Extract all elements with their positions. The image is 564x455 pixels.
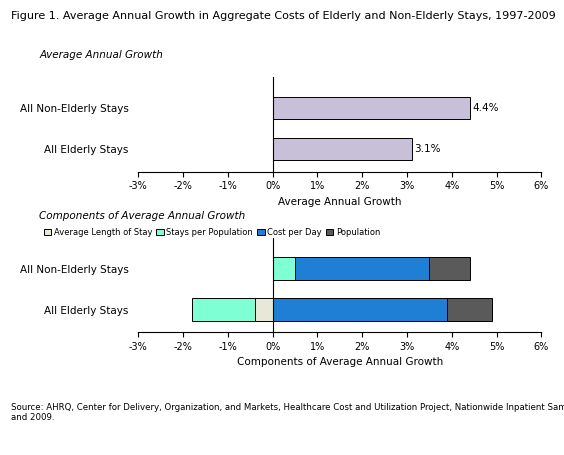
Text: Source: AHRQ, Center for Delivery, Organization, and Markets, Healthcare Cost an: Source: AHRQ, Center for Delivery, Organ…: [11, 403, 564, 422]
Bar: [255, 298, 272, 321]
Bar: [192, 298, 255, 321]
Bar: [272, 298, 447, 321]
Bar: [272, 257, 295, 280]
Bar: [272, 97, 470, 119]
Bar: [295, 257, 429, 280]
Legend: Average Length of Stay, Stays per Population, Cost per Day, Population: Average Length of Stay, Stays per Popula…: [43, 228, 380, 237]
Bar: [272, 138, 412, 161]
Text: Average Annual Growth: Average Annual Growth: [39, 51, 163, 61]
Text: Figure 1. Average Annual Growth in Aggregate Costs of Elderly and Non-Elderly St: Figure 1. Average Annual Growth in Aggre…: [11, 11, 556, 21]
Text: 4.4%: 4.4%: [473, 103, 499, 113]
Bar: [429, 257, 470, 280]
Text: Components of Average Annual Growth: Components of Average Annual Growth: [39, 211, 246, 221]
Text: 3.1%: 3.1%: [414, 144, 440, 154]
Bar: [447, 298, 492, 321]
X-axis label: Average Annual Growth: Average Annual Growth: [278, 197, 402, 207]
X-axis label: Components of Average Annual Growth: Components of Average Annual Growth: [237, 358, 443, 368]
